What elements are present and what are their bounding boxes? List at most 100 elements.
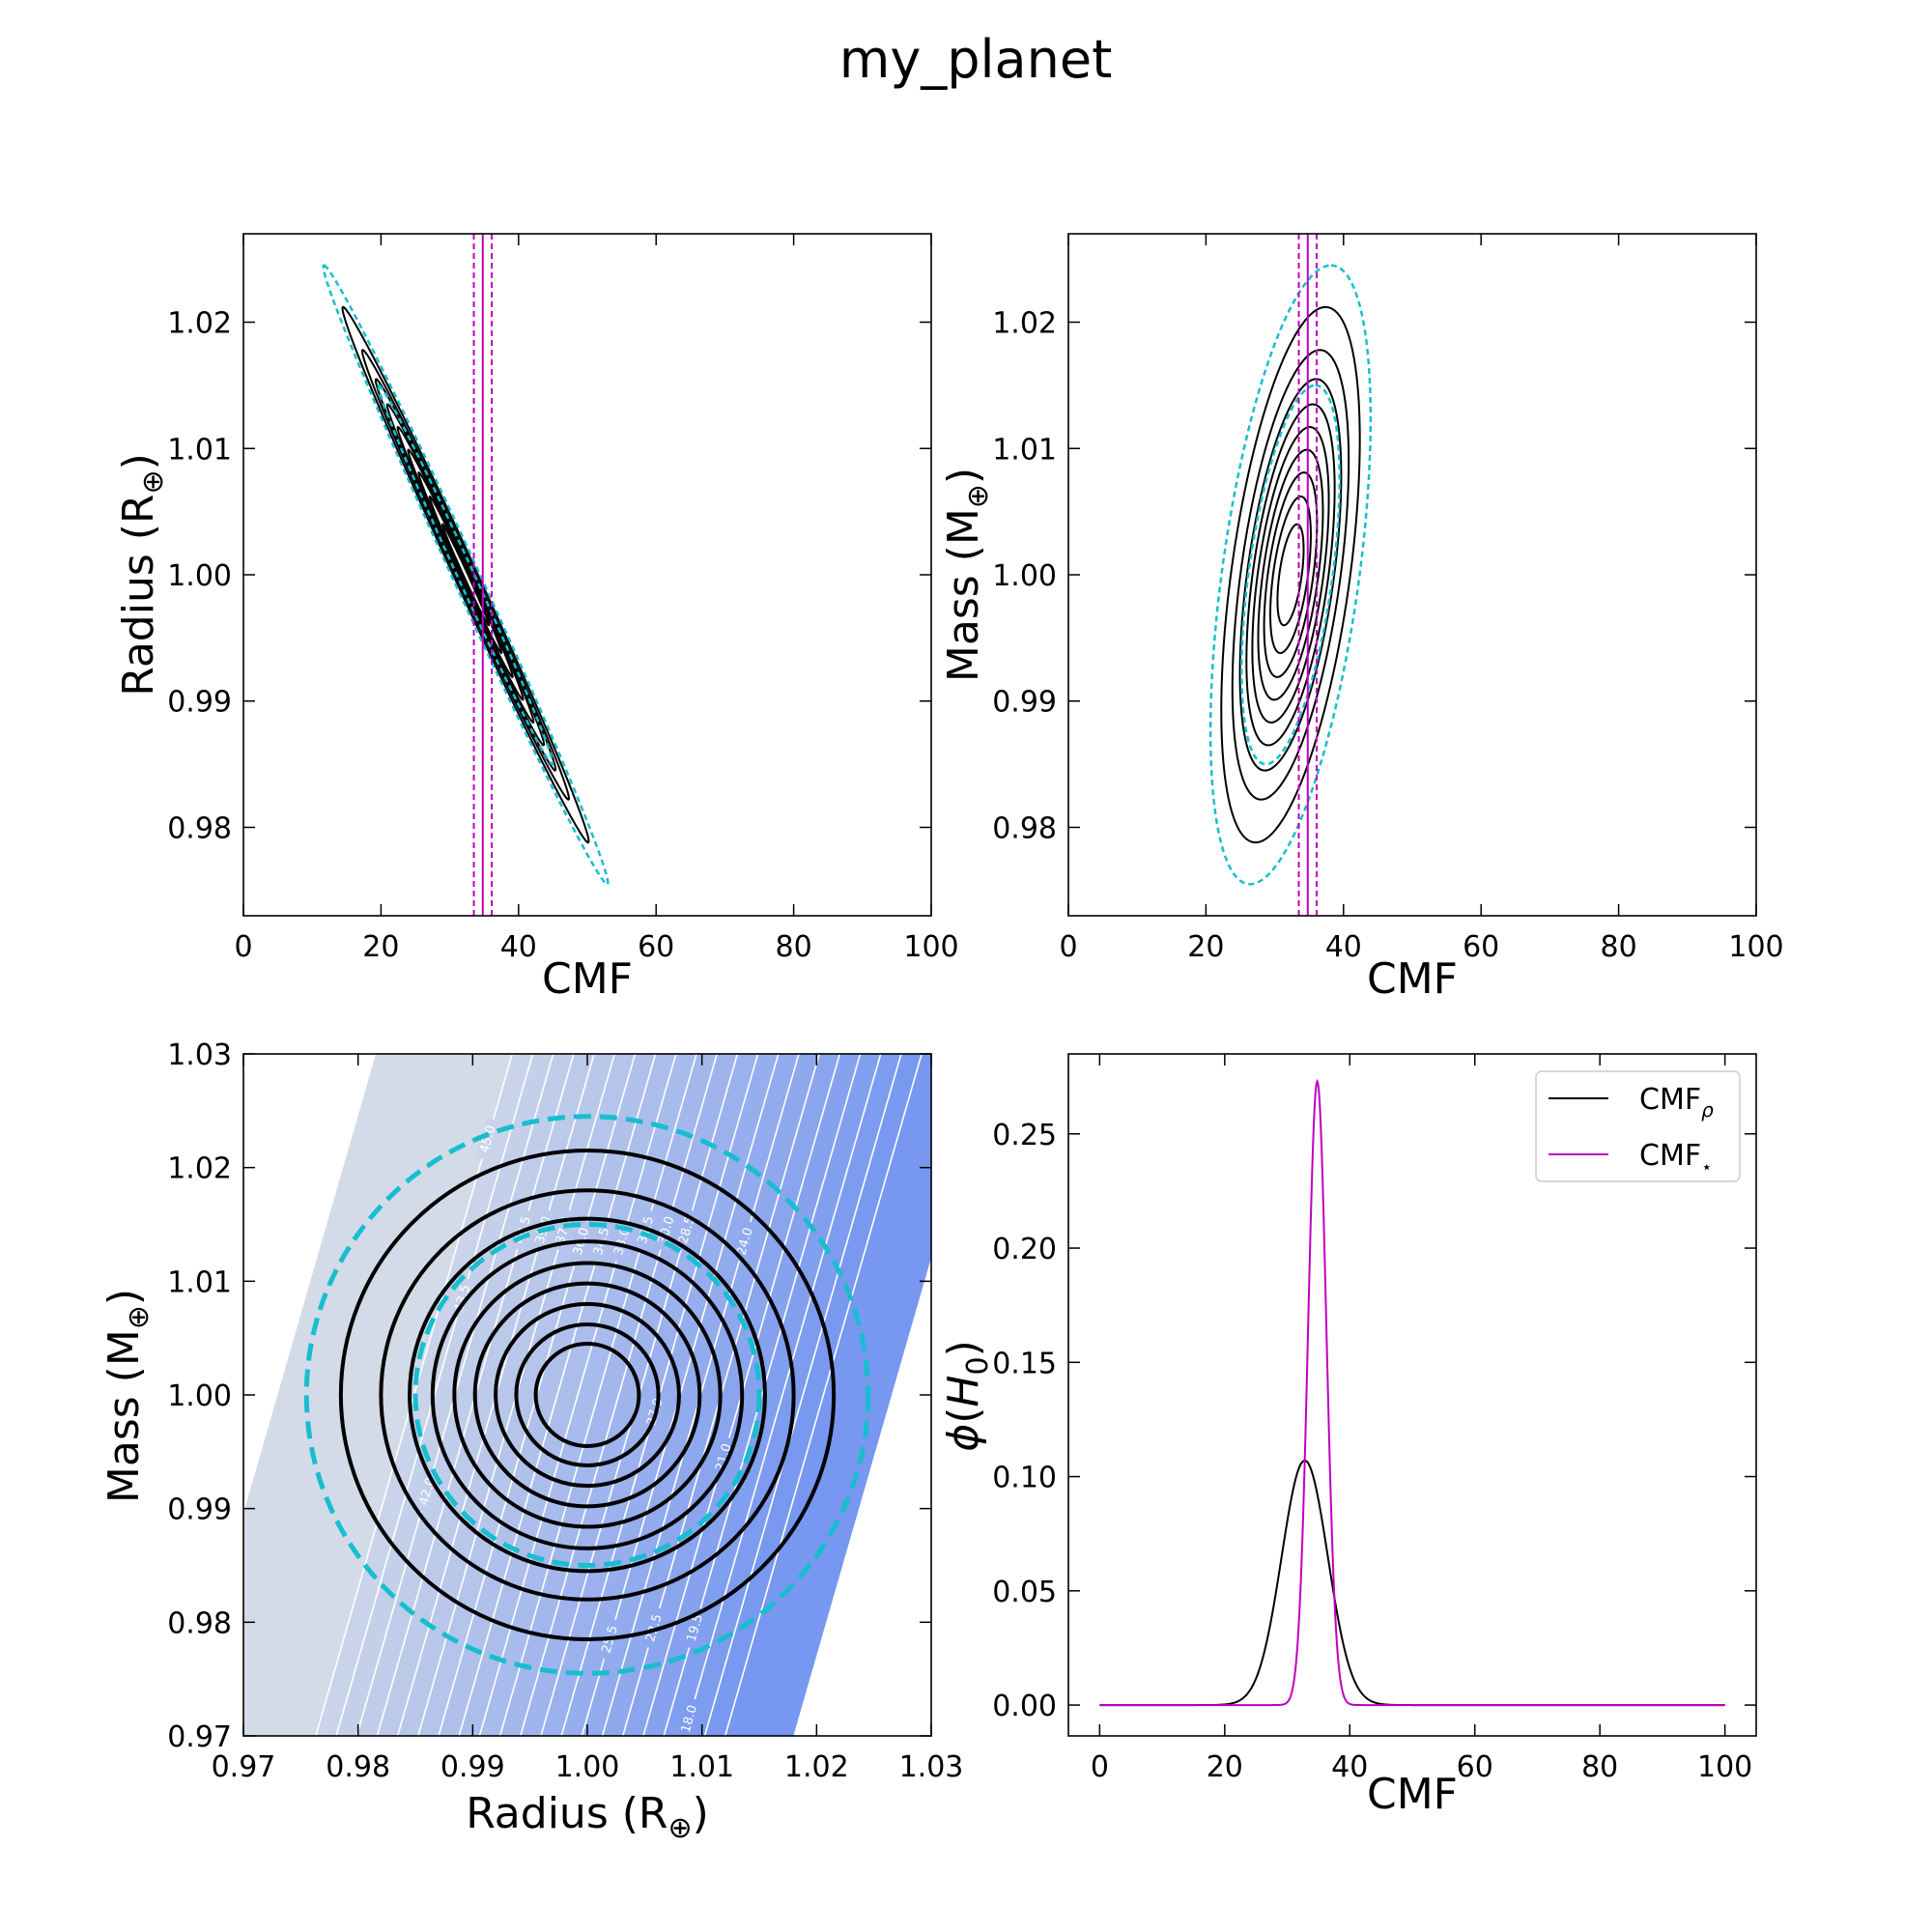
p2-xtick-label: 1.02 — [784, 1750, 849, 1784]
p0-contour-ellipse — [360, 349, 570, 801]
p2-iso-cmf-line — [498, 1054, 697, 1736]
p3-ytick-label: 0.05 — [992, 1576, 1057, 1609]
p3-ylabel: ϕ(H0) — [939, 1340, 995, 1452]
legend-sub-star: ⋆ — [1701, 1157, 1712, 1178]
p0-xtick-label: 40 — [500, 930, 537, 964]
legend-text-cmf-rho: CMF — [1639, 1083, 1701, 1117]
p1-xtick-label: 20 — [1187, 930, 1224, 964]
p1-ytick-label: 1.02 — [992, 307, 1057, 341]
p3-ytick-label: 0.20 — [992, 1233, 1057, 1266]
legend-text-cmf-star: CMF — [1639, 1139, 1701, 1173]
p2-cmf-band — [724, 1054, 931, 1736]
p2-iso-label-gap — [475, 1118, 500, 1161]
p0-ticks: 0 20 40 60 80 100 0.98 0.99 1.00 1.01 1.02 — [167, 234, 959, 964]
p0-ytick-label: 0.98 — [167, 811, 232, 845]
p2-ytick-label: 0.99 — [167, 1493, 232, 1527]
p2-iso-label-gap — [654, 1208, 679, 1252]
p2-iso-cmf-line — [519, 1054, 719, 1736]
p2-plot-area: 18.019.521.022.524.025.527.028.530.031.5… — [243, 1054, 931, 1736]
p1-contour-ellipse — [1238, 378, 1343, 772]
p2-iso-cmf-line — [458, 1054, 657, 1736]
p0-xtick-label: 80 — [776, 930, 812, 964]
p0-xtick-label: 20 — [362, 930, 399, 964]
p2-contour-circle — [338, 1149, 837, 1641]
p1-sigma-ellipse — [1208, 264, 1373, 886]
p2-cmf-band — [704, 1054, 923, 1736]
p0-xtick-label: 100 — [903, 930, 958, 964]
panel-cmf-pdf: 0 20 40 60 80 100 0.00 0.05 0.10 0.15 0.20 0.25 CMF… — [939, 1053, 1757, 1819]
panel-cmf-radius: 0 20 40 60 80 100 0.98 0.99 1.00 1.01 1.02 CMF Rad… — [114, 233, 959, 1004]
p1-contour-ellipse — [1268, 495, 1312, 655]
p1-contour-ellipse — [1276, 523, 1305, 627]
p2-iso-label-gap — [732, 1220, 757, 1264]
p1-xtick-label: 40 — [1325, 930, 1362, 964]
p3-ticks: 0 20 40 60 80 100 0.00 0.05 0.10 0.15 0.20 0.25 — [992, 1054, 1756, 1784]
p2-xtick-label: 0.97 — [212, 1750, 276, 1784]
p2-ytick-label: 1.02 — [167, 1152, 232, 1186]
p1-contour-ellipse — [1231, 349, 1350, 801]
p2-iso-label-gap — [450, 1276, 475, 1321]
p3-xtick-label: 0 — [1091, 1750, 1109, 1784]
p2-xtick-label: 1.01 — [669, 1750, 734, 1784]
p0-sigma-ellipse — [377, 384, 554, 766]
p0-ytick-label: 1.01 — [167, 433, 232, 467]
p3-ytick-label: 0.25 — [992, 1119, 1057, 1152]
legend-label-cmf-star: CMF⋆ — [1639, 1139, 1712, 1178]
p1-frame — [1067, 233, 1757, 917]
p3-frame — [1067, 1053, 1757, 1737]
p0-contour-ellipse — [428, 495, 503, 655]
p2-xtick-label: 0.98 — [326, 1750, 390, 1784]
p2-ticks: 0.97 0.98 0.99 1.00 1.01 1.02 1.03 0.97 0.98 0.99… — [167, 1038, 963, 1784]
p2-xtick-label: 0.99 — [440, 1750, 505, 1784]
figure-title: my_planet — [839, 29, 1113, 90]
p2-iso-label-gap — [641, 1606, 667, 1650]
p2-iso-label-gap — [682, 1606, 707, 1650]
p0-xtick-label: 60 — [638, 930, 674, 964]
p2-contour-circle — [472, 1281, 702, 1509]
p2-contour-circle — [379, 1188, 796, 1602]
p1-xtick-label: 0 — [1059, 930, 1077, 964]
p0-ytick-label: 1.00 — [167, 559, 232, 593]
p2-contour-circle — [533, 1342, 641, 1448]
p1-sigma-ellipse — [1239, 384, 1341, 766]
p3-ytick-label: 0.00 — [992, 1690, 1057, 1723]
p0-contour-ellipse — [374, 378, 557, 772]
p3-xtick-label: 60 — [1457, 1750, 1493, 1784]
p3-xtick-label: 80 — [1581, 1750, 1618, 1784]
p0-ytick-label: 1.02 — [167, 307, 232, 341]
p0-plot-area — [322, 234, 610, 916]
p1-ylabel: Mass (M⊕) — [939, 468, 995, 682]
p3-xtick-label: 20 — [1207, 1750, 1243, 1784]
p1-xlabel: CMF — [1367, 954, 1458, 1004]
p2-contour-circle — [408, 1216, 767, 1574]
p0-contour-ellipse — [341, 305, 590, 844]
p3-xlabel: CMF — [1367, 1770, 1458, 1819]
p2-ytick-label: 1.03 — [167, 1038, 232, 1072]
p2-ytick-label: 0.98 — [167, 1606, 232, 1640]
p3-xtick-label: 40 — [1331, 1750, 1368, 1784]
p2-ytick-label: 1.01 — [167, 1265, 232, 1299]
p2-iso-cmf-line — [683, 1054, 882, 1736]
p0-contour-ellipse — [407, 448, 525, 701]
p2-contour-circle — [452, 1261, 723, 1529]
p1-contour-ellipse — [1257, 448, 1324, 701]
p3-plot-area — [1099, 1078, 1725, 1707]
p1-ytick-label: 0.98 — [992, 811, 1057, 845]
p2-iso-cmf-line — [663, 1054, 862, 1736]
p2-contour-circle — [514, 1322, 661, 1467]
p2-cmf-band — [315, 1054, 533, 1736]
p3-pdf-line — [1099, 1459, 1725, 1707]
p3-ytick-label: 0.10 — [992, 1462, 1057, 1495]
p1-ytick-label: 1.00 — [992, 559, 1057, 593]
p2-iso-label-gap — [711, 1435, 736, 1479]
p2-iso-cmf-line — [724, 1054, 923, 1736]
p2-cmf-band — [622, 1054, 840, 1736]
p1-contour-ellipse — [1251, 426, 1330, 724]
p0-xtick-label: 0 — [234, 930, 252, 964]
p2-iso-label-gap — [676, 1697, 701, 1736]
p1-ticks: 0 20 40 60 80 100 0.98 0.99 1.00 1.01 1.02 — [992, 234, 1784, 964]
p1-ytick-label: 1.01 — [992, 433, 1057, 467]
p1-plot-area — [1208, 234, 1373, 916]
legend-label-cmf-rho: CMFρ — [1639, 1083, 1714, 1122]
